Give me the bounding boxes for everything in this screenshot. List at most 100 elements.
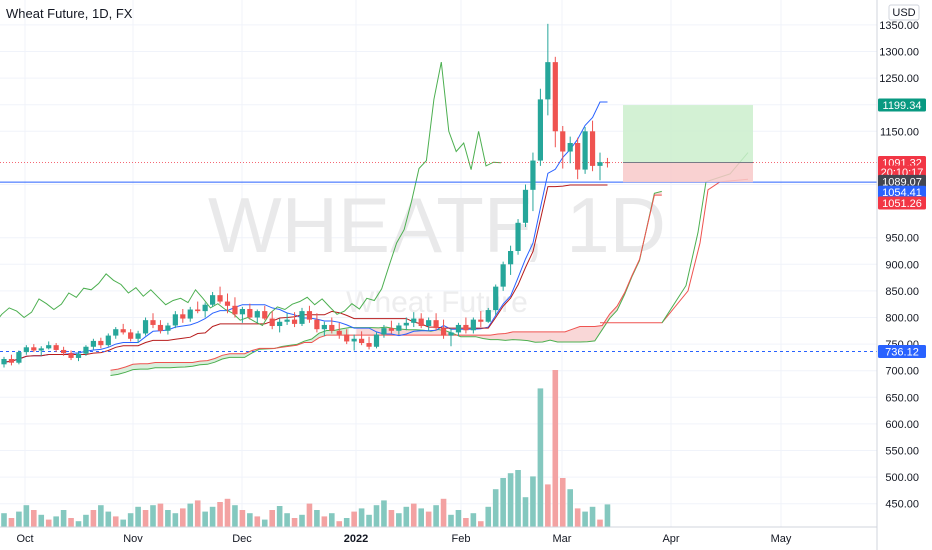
- volume-bar: [157, 503, 164, 527]
- candle-body: [157, 324, 164, 331]
- candle-body: [426, 320, 432, 327]
- price-tag: [878, 174, 926, 188]
- candle-body: [210, 295, 216, 305]
- candle-body: [537, 99, 543, 161]
- candle-body: [277, 321, 283, 327]
- volume-bar: [299, 514, 305, 527]
- volume-bar: [127, 513, 134, 527]
- price-tag: [878, 196, 926, 210]
- candle-body: [463, 324, 469, 331]
- candle-body: [128, 332, 134, 339]
- currency-box: [888, 4, 920, 21]
- candle-body: [403, 322, 409, 326]
- time-tick-label: Feb: [452, 533, 471, 545]
- candle-body: [329, 324, 335, 331]
- time-tick-label: Mar: [553, 533, 572, 545]
- profit-zone: [623, 105, 753, 163]
- volume-bar: [582, 511, 588, 527]
- candle-body: [552, 62, 558, 132]
- candle-body: [589, 131, 596, 166]
- time-tick-label: Nov: [123, 533, 143, 545]
- volume-bar: [388, 510, 395, 527]
- volume-bar: [53, 516, 59, 527]
- candle-body: [373, 334, 380, 347]
- volume-bars: [1, 370, 611, 527]
- volume-bar: [150, 505, 156, 527]
- candle-body: [567, 143, 573, 152]
- conversion-line: [3, 101, 608, 363]
- volume-bar: [589, 506, 596, 527]
- volume-bar: [31, 510, 37, 527]
- candle-body: [396, 325, 402, 331]
- grid: [0, 0, 877, 527]
- candle-body: [83, 346, 89, 354]
- price-tick-label: 600.00: [885, 419, 919, 431]
- price-tick-label: 1250.00: [879, 73, 919, 85]
- candle-body: [165, 325, 171, 331]
- volume-bar: [343, 518, 350, 527]
- volume-bar: [217, 502, 223, 527]
- price-tick-label: 500.00: [885, 472, 919, 484]
- volume-bar: [440, 498, 447, 527]
- candle-body: [336, 330, 342, 335]
- volume-bar: [247, 513, 253, 527]
- volume-bar: [537, 388, 544, 527]
- candle-body: [1, 358, 7, 365]
- volume-bar: [358, 508, 365, 527]
- volume-bar: [90, 510, 97, 527]
- volume-bar: [522, 497, 529, 527]
- price-tag-label: 1089.07: [882, 176, 922, 188]
- candle-body: [433, 320, 439, 329]
- candle-body: [8, 358, 15, 363]
- candle-body: [575, 143, 581, 170]
- volume-bar: [559, 478, 566, 527]
- volume-bar: [567, 489, 573, 527]
- volume-bar: [172, 513, 179, 527]
- price-tick-label: 450.00: [885, 499, 919, 511]
- volume-bar: [291, 518, 298, 527]
- volume-bar: [60, 510, 67, 527]
- candle-body: [321, 324, 327, 330]
- volume-bar: [112, 516, 119, 527]
- volume-bar: [530, 476, 536, 527]
- time-axis[interactable]: Oct Nov Dec 2022 Feb Mar Apr May: [16, 533, 791, 545]
- candles[interactable]: [1, 23, 611, 368]
- volume-bar: [68, 518, 74, 527]
- volume-bar: [105, 511, 112, 527]
- price-tag-label: 1199.34: [883, 100, 922, 112]
- price-tick-label: 850.00: [885, 286, 919, 298]
- volume-bar: [410, 503, 417, 527]
- volume-bar: [135, 506, 141, 527]
- candle-body: [388, 328, 394, 331]
- candle-body: [269, 318, 275, 327]
- volume-bar: [381, 500, 387, 527]
- price-tick-label: 550.00: [885, 446, 919, 458]
- volume-bar: [284, 513, 290, 527]
- time-tick-label: May: [771, 533, 792, 545]
- price-tick-label: 1350.00: [879, 20, 919, 32]
- watermark-symbol: WHEATF, 1D: [208, 181, 666, 269]
- candle-body: [306, 311, 313, 320]
- price-tick-label: 950.00: [885, 233, 919, 245]
- volume-bar: [194, 500, 201, 527]
- candle-body: [299, 311, 305, 324]
- price-tick-label: 1150.00: [880, 126, 919, 138]
- volume-bar: [232, 505, 238, 527]
- candle-body: [120, 329, 126, 333]
- long-position-tool[interactable]: [623, 105, 753, 183]
- time-tick-label: 2022: [344, 533, 368, 545]
- candle-body: [582, 131, 588, 170]
- volume-bar: [470, 513, 477, 527]
- volume-bar: [276, 506, 283, 527]
- price-tick-label: 1300.00: [879, 47, 919, 59]
- candle-body: [31, 347, 37, 351]
- candle-body: [61, 349, 67, 354]
- volume-bar: [239, 510, 246, 527]
- volume-bar: [180, 508, 186, 527]
- candle-body: [418, 318, 424, 327]
- leading-span-a: [110, 190, 662, 376]
- volume-bar: [187, 503, 194, 527]
- candle-body: [455, 324, 462, 333]
